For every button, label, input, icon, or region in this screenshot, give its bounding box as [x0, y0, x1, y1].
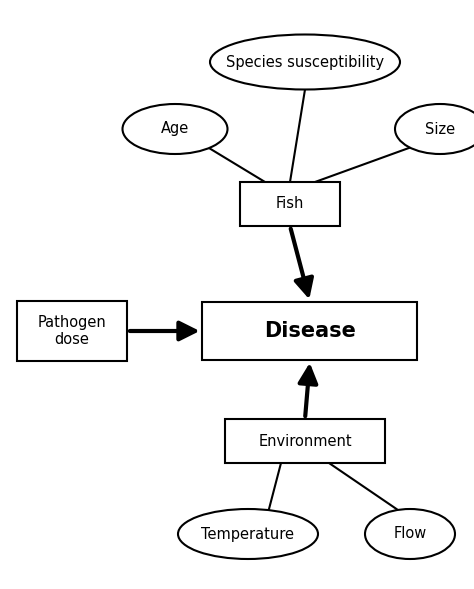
Ellipse shape	[395, 104, 474, 154]
Text: Age: Age	[161, 121, 189, 137]
Bar	[17, 301, 127, 361]
Text: Species susceptibility: Species susceptibility	[226, 55, 384, 70]
Text: Fish: Fish	[276, 197, 304, 211]
Text: Flow: Flow	[393, 527, 427, 541]
Bar	[240, 182, 340, 226]
Text: Temperature: Temperature	[201, 527, 294, 541]
Text: Size: Size	[425, 121, 455, 137]
Ellipse shape	[365, 509, 455, 559]
Ellipse shape	[210, 35, 400, 90]
Bar	[225, 419, 385, 463]
Text: Environment: Environment	[258, 434, 352, 448]
Text: Disease: Disease	[264, 321, 356, 341]
Text: Pathogen
dose: Pathogen dose	[37, 315, 106, 347]
Bar	[202, 302, 418, 360]
Ellipse shape	[122, 104, 228, 154]
Ellipse shape	[178, 509, 318, 559]
